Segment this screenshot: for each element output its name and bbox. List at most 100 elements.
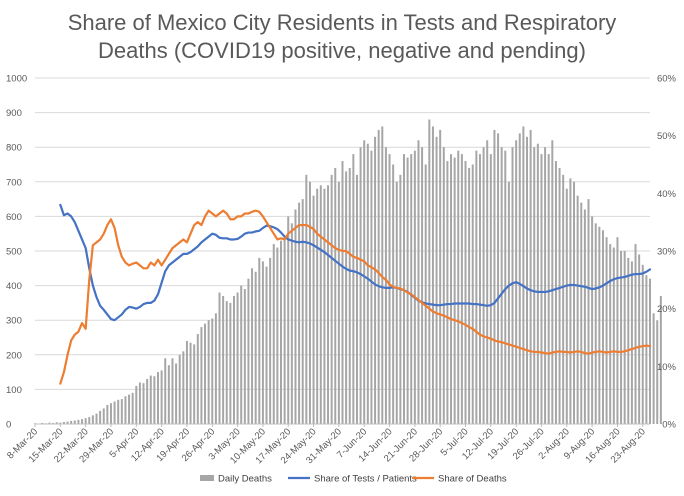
chart-title-line-1: Share of Mexico City Residents in Tests …	[68, 10, 617, 35]
bar-daily-deaths	[240, 285, 243, 424]
bar-daily-deaths	[573, 181, 576, 424]
bar-daily-deaths	[327, 185, 330, 424]
bar-daily-deaths	[598, 226, 601, 424]
bar-daily-deaths	[504, 150, 507, 424]
bar-daily-deaths	[319, 185, 322, 424]
bar-daily-deaths	[99, 410, 102, 424]
legend: Daily Deaths Share of Tests / Patients Sha…	[200, 474, 507, 485]
bar-daily-deaths	[544, 147, 547, 424]
bar-daily-deaths	[547, 154, 550, 424]
bar-daily-deaths	[334, 167, 337, 424]
bar-daily-deaths	[540, 154, 543, 424]
bar-daily-deaths	[352, 154, 355, 424]
bar-daily-deaths	[88, 417, 91, 424]
y-right-tick-label: 30%	[657, 247, 677, 258]
bar-daily-deaths	[630, 261, 633, 424]
bar-daily-deaths	[562, 174, 565, 424]
y-right-tick-label: 50%	[657, 131, 677, 142]
bar-daily-deaths	[84, 418, 87, 424]
bar-daily-deaths	[431, 126, 434, 424]
bar-daily-deaths	[580, 202, 583, 424]
bar-daily-deaths	[363, 140, 366, 424]
bar-daily-deaths	[565, 188, 568, 424]
bar-daily-deaths	[207, 320, 210, 424]
bar-daily-deaths	[417, 140, 420, 424]
bar-daily-deaths	[605, 237, 608, 424]
bar-daily-deaths	[280, 240, 282, 424]
bar-daily-deaths	[81, 419, 84, 424]
bar-daily-deaths	[301, 199, 304, 424]
bar-daily-deaths	[312, 195, 315, 424]
bar-daily-deaths	[446, 161, 449, 425]
legend-daily-deaths-swatch	[200, 475, 214, 481]
bar-daily-deaths	[298, 202, 301, 424]
bar-daily-deaths	[381, 126, 384, 424]
bar-daily-deaths	[62, 421, 65, 424]
bar-daily-deaths	[323, 188, 326, 424]
bar-daily-deaths	[160, 370, 163, 424]
y-right-tick-label: 40%	[657, 189, 677, 200]
bar-daily-deaths	[594, 223, 597, 424]
bar-daily-deaths	[218, 292, 221, 424]
bar-daily-deaths	[471, 164, 474, 424]
bar-daily-deaths	[138, 382, 141, 424]
bar-daily-deaths	[164, 358, 167, 424]
y-left-tick-label: 400	[6, 281, 22, 292]
bar-daily-deaths	[316, 188, 319, 424]
bar-daily-deaths	[102, 408, 105, 424]
bar-daily-deaths	[497, 133, 500, 425]
bar-daily-deaths	[500, 147, 503, 424]
bar-daily-deaths	[388, 154, 391, 424]
bar-daily-deaths	[149, 375, 152, 424]
bar-daily-deaths	[131, 392, 134, 424]
bar-daily-deaths	[182, 351, 185, 424]
bar-daily-deaths	[601, 230, 604, 424]
bar-daily-deaths	[48, 422, 51, 424]
bar-daily-deaths	[337, 181, 340, 424]
legend-daily-deaths-label: Daily Deaths	[218, 474, 272, 485]
bar-daily-deaths	[243, 289, 246, 424]
y-left-tick-label: 1000	[6, 74, 27, 85]
y-left-tick-label: 900	[6, 108, 22, 119]
bar-daily-deaths	[536, 143, 539, 425]
bar-daily-deaths	[258, 257, 261, 424]
bar-daily-deaths	[117, 399, 120, 424]
y-right-tick-label: 0%	[662, 420, 676, 431]
bar-daily-deaths	[225, 301, 228, 424]
bar-daily-deaths	[91, 415, 94, 424]
bar-daily-deaths	[399, 174, 402, 424]
bar-daily-deaths	[73, 420, 76, 424]
bar-daily-deaths	[272, 244, 275, 424]
bars-daily-deaths	[34, 119, 662, 425]
y-left-tick-label: 700	[6, 177, 22, 188]
y-left-tick-label: 600	[6, 212, 22, 223]
bar-daily-deaths	[457, 150, 460, 424]
bar-daily-deaths	[641, 264, 644, 424]
bar-daily-deaths	[620, 251, 623, 424]
bar-daily-deaths	[211, 318, 214, 424]
bar-daily-deaths	[428, 119, 431, 425]
bar-daily-deaths	[392, 164, 395, 424]
bar-daily-deaths	[171, 358, 174, 424]
bar-daily-deaths	[341, 161, 344, 425]
bar-daily-deaths	[591, 216, 594, 424]
bar-daily-deaths	[120, 399, 123, 424]
bar-daily-deaths	[178, 354, 181, 424]
bar-daily-deaths	[294, 209, 297, 424]
bar-daily-deaths	[254, 271, 257, 424]
bar-daily-deaths	[52, 422, 55, 424]
legend-share-of-tests-label: Share of Tests / Patients	[314, 474, 417, 485]
bar-daily-deaths	[435, 136, 438, 424]
bar-daily-deaths	[269, 257, 272, 424]
bar-daily-deaths	[638, 254, 641, 424]
bar-daily-deaths	[200, 327, 203, 424]
bar-daily-deaths	[475, 150, 478, 424]
bar-daily-deaths	[439, 129, 442, 424]
line-share-of-deaths	[59, 209, 652, 385]
bar-daily-deaths	[283, 237, 286, 424]
bar-daily-deaths	[214, 313, 217, 424]
bar-daily-deaths	[468, 167, 471, 424]
y-left-tick-label: 0	[6, 420, 11, 431]
bar-daily-deaths	[157, 372, 159, 424]
